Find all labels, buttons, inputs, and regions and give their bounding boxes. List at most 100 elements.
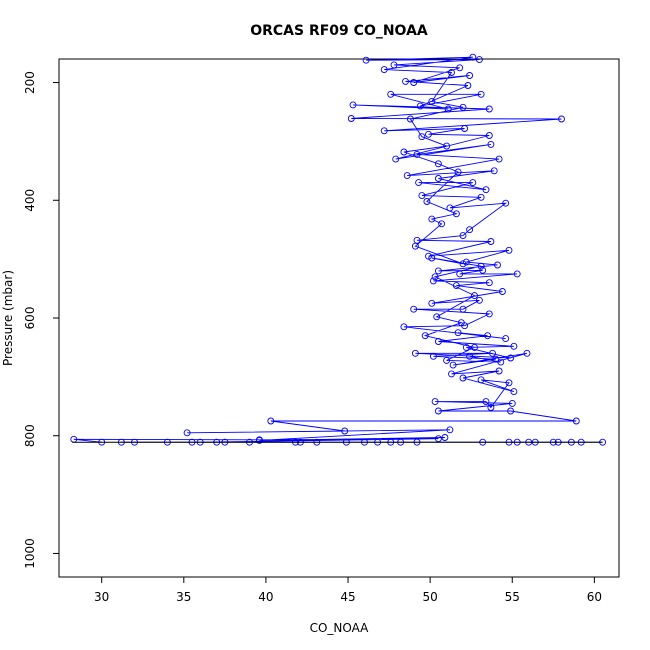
data-point (510, 342, 518, 350)
data-point (497, 358, 505, 366)
data-point (494, 261, 501, 269)
data-point (349, 101, 357, 109)
data-point (469, 53, 477, 61)
data-point (341, 427, 349, 435)
data-point (507, 407, 515, 415)
data-point (477, 262, 485, 270)
data-point (477, 193, 485, 201)
x-tick-label: 35 (176, 590, 191, 604)
data-point (452, 210, 460, 218)
data-point (431, 398, 439, 406)
x-tick-label: 50 (423, 590, 438, 604)
data-point (448, 69, 455, 76)
data-point (387, 90, 395, 98)
data-point (487, 238, 495, 245)
y-tick-label: 800 (23, 424, 37, 447)
data-point (413, 150, 421, 158)
data-point (459, 232, 467, 240)
x-tick-label: 45 (340, 590, 355, 604)
data-point (485, 105, 493, 113)
data-point (454, 329, 462, 337)
data-point (392, 155, 400, 163)
data-point (456, 270, 464, 278)
data-point (482, 186, 490, 194)
data-point (469, 179, 477, 187)
data-point (403, 172, 411, 180)
data-point (466, 226, 474, 234)
data-point (461, 125, 469, 132)
data-point (459, 374, 467, 382)
x-axis-label: CO_NOAA (310, 621, 370, 635)
data-point (459, 103, 467, 111)
data-point (485, 310, 493, 318)
data-point (434, 267, 442, 275)
data-point (459, 305, 467, 313)
data-point (400, 148, 408, 156)
data-point (477, 376, 485, 384)
data-point (423, 198, 431, 205)
x-tick-label: 40 (258, 590, 273, 604)
data-point (471, 292, 478, 300)
data-point (406, 115, 414, 123)
data-point (508, 399, 516, 407)
data-point (434, 160, 442, 168)
data-point (347, 115, 355, 122)
data-point (487, 140, 495, 148)
data-point (425, 252, 432, 260)
data-point (402, 77, 409, 85)
data-point (502, 199, 510, 207)
data-point (434, 407, 442, 415)
data-point (505, 379, 513, 387)
data-point (434, 435, 442, 443)
data-point (495, 367, 503, 375)
data-point (411, 349, 419, 357)
data-point (498, 288, 506, 295)
data-point (410, 305, 418, 313)
data-point (485, 132, 493, 139)
y-axis: 200 400 600 800 1000 (23, 71, 59, 569)
data-point (434, 175, 442, 182)
data-point (362, 56, 370, 64)
data-point (466, 352, 474, 360)
data-point (475, 296, 483, 304)
data-point (462, 343, 470, 351)
data-point (485, 279, 493, 287)
data-point (441, 434, 449, 441)
data-point (421, 332, 429, 340)
data-point (183, 429, 191, 437)
data-point (507, 354, 515, 362)
y-tick-label: 200 (23, 71, 37, 94)
y-tick-label: 1000 (23, 538, 37, 569)
data-point (390, 61, 398, 69)
data-point (446, 204, 454, 212)
y-tick-label: 600 (23, 307, 37, 330)
data-point (438, 220, 446, 228)
x-tick-label: 55 (505, 590, 520, 604)
series-line (73, 56, 603, 443)
series-layer (70, 53, 607, 446)
data-point (415, 179, 423, 187)
data-point (411, 242, 419, 250)
data-point (429, 277, 437, 285)
data-point (416, 102, 424, 110)
data-point (490, 167, 498, 175)
data-point (489, 349, 496, 357)
data-point (433, 313, 441, 321)
data-point (484, 332, 492, 340)
x-tick-label: 60 (587, 590, 602, 604)
data-point (425, 130, 432, 138)
data-point (446, 426, 454, 434)
data-point (444, 105, 452, 113)
x-tick-label: 30 (94, 590, 109, 604)
data-point (418, 133, 426, 141)
data-point (462, 258, 470, 266)
data-point (492, 355, 500, 363)
data-point (471, 343, 478, 351)
data-point (513, 270, 521, 278)
data-point (495, 155, 503, 163)
data-point (428, 299, 436, 307)
data-point (572, 417, 580, 425)
data-point (523, 349, 531, 357)
plot-frame (58, 58, 620, 578)
